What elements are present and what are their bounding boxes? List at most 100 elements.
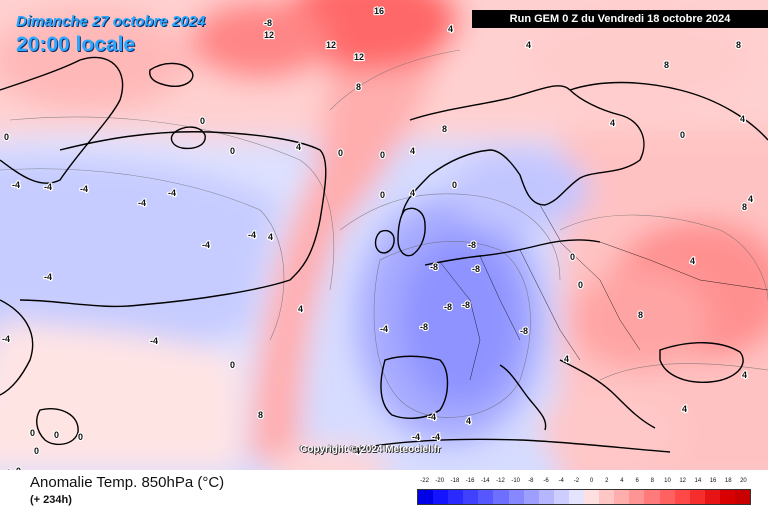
isotherm-value-label: 4 <box>410 188 415 198</box>
isotherm-value-label: 8 <box>736 40 741 50</box>
isotherm-value-label: -4 <box>428 412 436 422</box>
scale-label: -14 <box>480 478 490 484</box>
isotherm-value-label: 0 <box>78 432 83 442</box>
color-scale-labels: -22 -20 -18 -16 -14 -12 -10 -8 -6 -4 -2 0 2 4 6 8 10 12 14… <box>417 478 751 488</box>
isotherm-value-label: 12 <box>264 30 274 40</box>
isotherm-lines <box>0 49 768 418</box>
scale-swatch <box>734 490 751 504</box>
scale-swatch <box>448 490 464 504</box>
scale-swatch <box>568 490 585 504</box>
isotherm-value-label: 0 <box>452 180 457 190</box>
scale-swatch <box>674 490 690 504</box>
isotherm-value-label: 4 <box>742 370 747 380</box>
color-scale-bar <box>417 489 751 505</box>
isotherm-value-label: 0 <box>16 466 21 470</box>
scale-swatch <box>493 490 509 504</box>
isotherm-value-label: -8 <box>472 264 480 274</box>
isotherm-value-label: 8 <box>664 60 669 70</box>
isotherm-value-label: -8 <box>444 302 452 312</box>
scale-swatch <box>644 490 660 504</box>
isotherm-value-label: -4 <box>202 240 210 250</box>
scale-swatch <box>704 490 720 504</box>
isotherm-value-label: 16 <box>374 6 384 16</box>
isotherm-value-label: 4 <box>564 354 569 364</box>
scale-swatch <box>553 490 569 504</box>
isotherm-value-label: -4 <box>80 184 88 194</box>
isotherm-value-label: 4 <box>448 24 453 34</box>
scale-label: -2 <box>573 478 580 484</box>
scale-label: -6 <box>543 478 549 484</box>
isotherm-value-label: -4 <box>12 180 20 190</box>
isotherm-value-label: 0 <box>30 428 35 438</box>
isotherm-value-label: -8 <box>462 300 470 310</box>
scale-label: 12 <box>679 478 687 484</box>
anomaly-map: -8 12 12 16 12 8 4 0 0 -4 -4 -4 -4 -4 -4 -4 4 4 0 -4 -8 -8 -8-… <box>0 0 768 470</box>
copyright-text: Copyright © 2024 Meteociel.fr <box>300 444 441 455</box>
forecast-time: 20:00 locale <box>16 33 136 56</box>
legend-title: Anomalie Temp. 850hPa (°C) <box>30 474 225 491</box>
scale-label: 16 <box>709 478 717 484</box>
isotherm-value-label: 0 <box>6 468 11 470</box>
isotherm-value-label: 0 <box>680 130 685 140</box>
scale-swatch <box>719 490 735 504</box>
isotherm-value-label: 8 <box>258 410 263 420</box>
scale-label: -10 <box>511 478 520 484</box>
isotherm-value-label: 0 <box>230 360 235 370</box>
scale-label: -20 <box>435 478 445 484</box>
isotherm-value-label: -4 <box>44 182 52 192</box>
scale-swatch <box>478 490 494 504</box>
isotherm-value-label: 12 <box>354 52 364 62</box>
scale-label: -18 <box>450 478 460 484</box>
isotherm-value-label: 8 <box>638 310 643 320</box>
isotherm-value-label: -4 <box>2 334 10 344</box>
scale-swatch <box>433 490 449 504</box>
scale-label: 10 <box>664 478 671 484</box>
scale-label: 18 <box>724 478 732 484</box>
isotherm-value-label: -8 <box>420 322 428 332</box>
isotherm-value-label: 4 <box>466 416 471 426</box>
isotherm-value-label: -8 <box>430 262 438 272</box>
isotherm-value-label: 0 <box>570 252 575 262</box>
scale-label: 8 <box>650 478 654 484</box>
scale-label: 2 <box>605 478 609 484</box>
scale-swatch <box>659 490 675 504</box>
isotherm-value-label: -4 <box>380 324 388 334</box>
isotherm-value-label: -4 <box>352 446 360 456</box>
scale-label: 6 <box>635 478 639 484</box>
scale-swatch <box>418 490 434 504</box>
scale-swatch <box>629 490 645 504</box>
isotherm-value-label: 4 <box>740 114 745 124</box>
isotherm-value-label: -4 <box>248 230 256 240</box>
isotherm-value-label: 4 <box>526 40 531 50</box>
isotherm-value-label: 12 <box>326 40 336 50</box>
legend-panel: Anomalie Temp. 850hPa (°C) (+ 234h) -22-… <box>0 470 768 512</box>
scale-label: 20 <box>740 478 747 484</box>
isotherm-value-label: 0 <box>4 132 9 142</box>
model-run-banner: Run GEM 0 Z du Vendredi 18 octobre 2024 <box>472 10 768 28</box>
isotherm-value-label: -8 <box>264 18 272 28</box>
isotherm-value-label: -8 <box>468 240 476 250</box>
isotherm-value-label: -4 <box>150 336 158 346</box>
scale-swatch <box>508 490 524 504</box>
isotherm-value-label: 0 <box>380 150 385 160</box>
isotherm-value-label: 0 <box>338 148 343 158</box>
isotherm-value-label: 8 <box>356 82 361 92</box>
coastlines <box>0 56 768 453</box>
isotherm-value-label: 4 <box>682 404 687 414</box>
isotherm-value-label: 4 <box>296 142 301 152</box>
scale-label: -4 <box>558 478 564 484</box>
scale-swatch <box>599 490 615 504</box>
scale-swatch <box>523 490 539 504</box>
scale-swatch <box>538 490 554 504</box>
isotherm-value-label: 0 <box>230 146 235 156</box>
isotherm-value-label: 4 <box>298 304 303 314</box>
scale-label: -16 <box>465 478 475 484</box>
scale-label: -22 <box>420 478 429 484</box>
scale-label: 14 <box>694 478 702 484</box>
isotherm-value-label: -4 <box>168 188 176 198</box>
isotherm-value-label: 0 <box>34 446 39 456</box>
color-scale: -22 -20 -18 -16 -14 -12 -10 -8 -6 -4 -2 0 2 4 6 8 10 12 14… <box>417 478 751 506</box>
scale-swatch <box>614 490 630 504</box>
isotherm-value-label: 0 <box>54 430 59 440</box>
